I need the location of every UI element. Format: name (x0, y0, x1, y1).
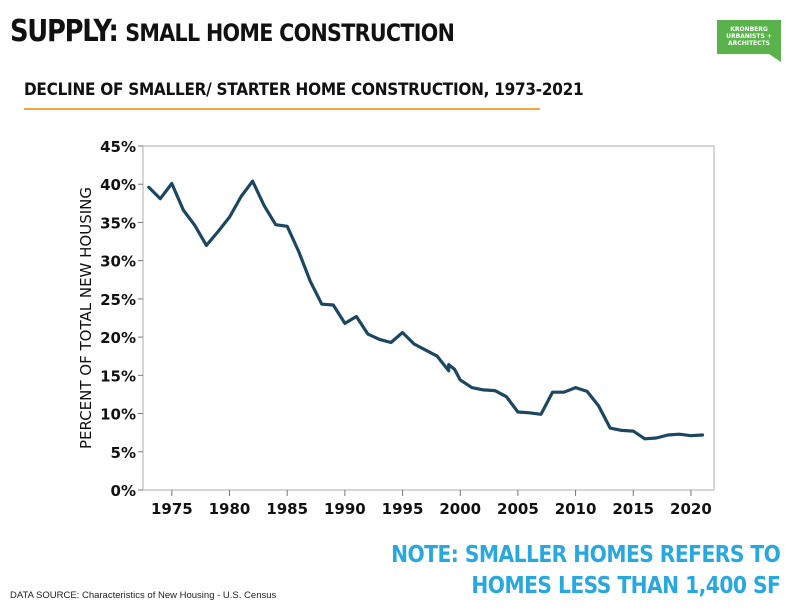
y-tick-label: 20% (100, 329, 136, 347)
y-tick-label: 5% (111, 444, 136, 462)
logo-line-1: KRONBERG (730, 26, 768, 33)
y-tick-label: 0% (111, 482, 136, 500)
note-line-1: NOTE: SMALLER HOMES REFERS TO (390, 542, 781, 568)
x-tick-label: 1995 (382, 500, 424, 518)
data-source: DATA SOURCE: Characteristics of New Hous… (10, 590, 277, 601)
x-tick-label: 2005 (497, 500, 539, 518)
logo-line-2: URBANISTS + (726, 33, 772, 40)
y-tick-label: 15% (100, 367, 136, 385)
logo-line-3: ARCHITECTS (728, 40, 770, 47)
y-tick-label: 30% (100, 253, 136, 271)
title-underline (24, 108, 540, 110)
x-tick-label: 1975 (151, 500, 193, 518)
kronberg-logo: KRONBERG URBANISTS + ARCHITECTS (717, 20, 781, 54)
y-tick-label: 25% (100, 291, 136, 309)
series-line (147, 179, 705, 441)
plot-frame (142, 145, 715, 491)
note-callout: NOTE: SMALLER HOMES REFERS TO HOMES LESS… (390, 540, 781, 602)
note-line-2: HOMES LESS THAN 1,400 SF (471, 573, 780, 599)
x-tick-label: 1985 (266, 500, 308, 518)
y-axis-label: PERCENT OF TOTAL NEW HOUSING (77, 187, 95, 449)
x-tick-label: 2020 (670, 500, 712, 518)
y-tick-label: 45% (100, 138, 136, 156)
x-tick-label: 1990 (324, 500, 366, 518)
x-tick-label: 2000 (439, 500, 481, 518)
chart-title: DECLINE OF SMALLER/ STARTER HOME CONSTRU… (24, 80, 584, 100)
title-main: SUPPLY: (10, 14, 119, 49)
y-tick-label: 40% (100, 176, 136, 194)
x-tick-label: 1980 (209, 500, 251, 518)
page-title: SUPPLY: SMALL HOME CONSTRUCTION (10, 14, 455, 49)
x-tick-label: 2010 (555, 500, 597, 518)
title-sub: SMALL HOME CONSTRUCTION (125, 19, 455, 47)
y-tick-label: 35% (100, 214, 136, 232)
logo-tail-shape (769, 54, 781, 62)
x-tick-label: 2015 (612, 500, 654, 518)
y-tick-label: 10% (100, 406, 136, 424)
